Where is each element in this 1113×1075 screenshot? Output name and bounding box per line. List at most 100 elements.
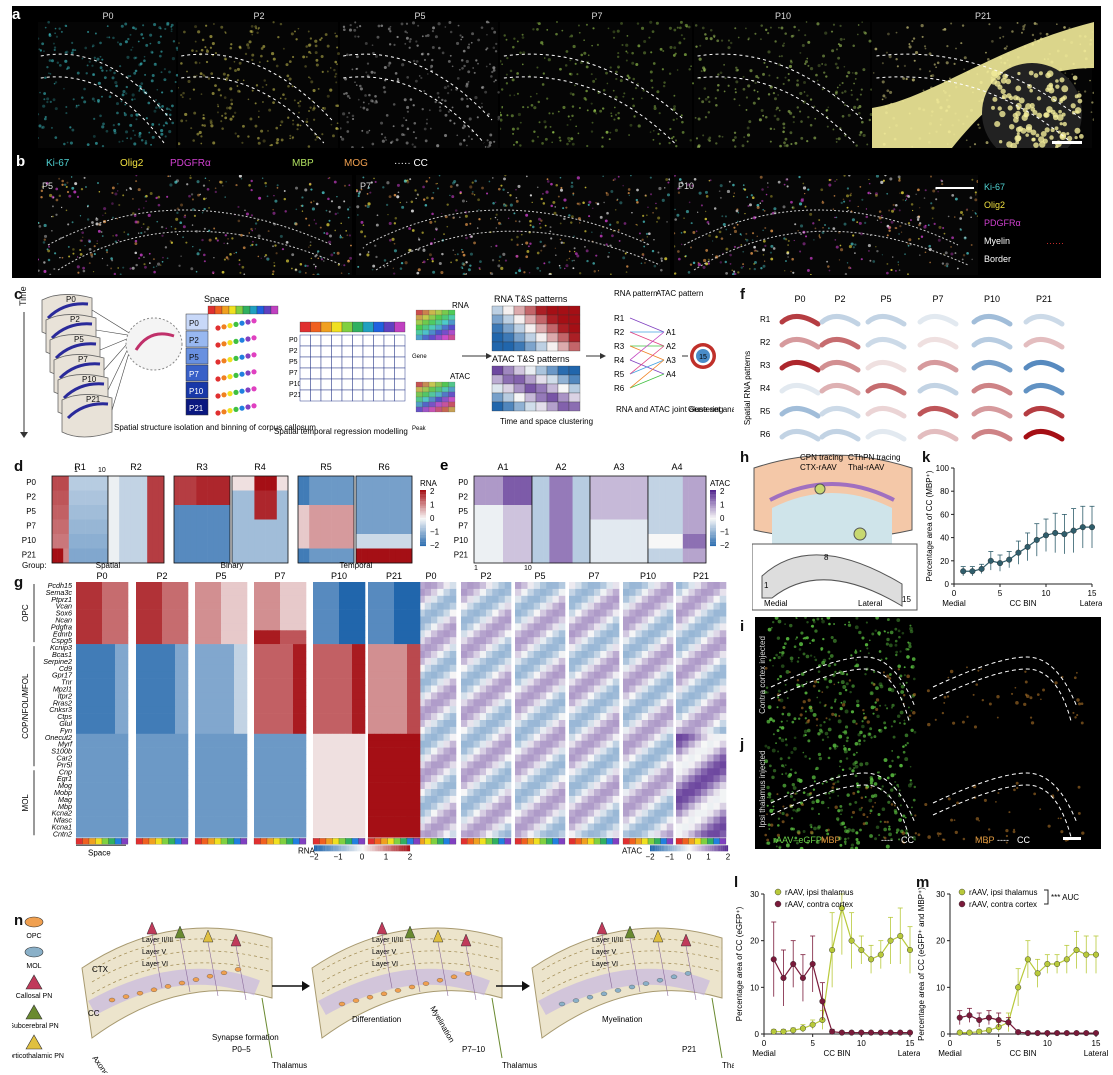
- panel-b-cell: [61, 179, 65, 183]
- panel-b-cell: [761, 188, 764, 191]
- panel-b-cell: [505, 204, 508, 207]
- panel-b-cell: [336, 251, 340, 255]
- panel-d-colorbar-step: [420, 522, 426, 524]
- panel-d-cell: [309, 505, 316, 520]
- panel-a-cell: [998, 26, 1002, 29]
- panel-b-cell: [98, 190, 101, 193]
- panel-a-cell: [426, 118, 428, 121]
- panel-e-colorbar-step: [710, 536, 716, 538]
- panel-g-atac-cell: [431, 671, 438, 679]
- panel-g-atac-cell: [449, 747, 457, 755]
- panel-b-cell: [295, 186, 299, 190]
- panel-d-cell: [124, 476, 131, 491]
- panel-b-cell: [201, 238, 204, 242]
- panel-b-cell: [467, 268, 471, 272]
- panel-a-cell: [825, 108, 829, 112]
- panel-g-atac-cell: [431, 651, 438, 659]
- panel-g-rna-cell: [76, 582, 83, 590]
- panel-e-colorbar-step: [710, 508, 716, 510]
- spatial-pattern-shape: [819, 406, 861, 419]
- panel-d-cell: [102, 519, 109, 535]
- panel-d-cell: [342, 548, 349, 564]
- panel-d-cell: [378, 476, 385, 491]
- panel-a-stage-label: P2: [253, 11, 264, 21]
- panel-b-cell: [156, 220, 159, 223]
- panel-a-cell: [406, 76, 410, 79]
- panel-d-cell: [232, 548, 238, 564]
- panel-d-cell: [224, 490, 231, 506]
- rna-ts-cell: [513, 332, 526, 343]
- panel-g-atac-cell: [424, 637, 432, 645]
- panel-a-cell: [736, 68, 739, 72]
- panel-b-cell: [421, 231, 424, 234]
- panel-g-atac-cell: [437, 630, 444, 638]
- panel-d-cell: [141, 519, 148, 535]
- panel-g-atac-cell: [498, 616, 506, 624]
- panel-e-cell: [682, 534, 689, 549]
- panel-d-group-temporal: Temporal: [340, 561, 373, 570]
- panel-a-cell: [44, 115, 47, 119]
- panel-d-cell: [348, 505, 355, 520]
- panel-a-cell: [408, 46, 411, 49]
- panel-g-atac-cell: [461, 623, 468, 631]
- panel-b-cell: [202, 184, 206, 187]
- panel-g-atac-cell: [449, 595, 457, 603]
- panel-b-cell: [941, 262, 945, 265]
- panel-a-cell: [195, 49, 198, 53]
- panel-e-cell: [630, 534, 637, 549]
- panel-a-cell: [158, 106, 162, 109]
- panel-b-cell: [90, 253, 94, 257]
- panel-d-cell: [384, 490, 390, 506]
- panel-a-cell: [721, 135, 724, 138]
- panel-g-atac-cell: [443, 713, 451, 721]
- panel-b-cell: [317, 252, 319, 254]
- panel-a-cell: [156, 88, 159, 91]
- panel-g-atac-cell: [424, 595, 432, 603]
- grid-cell: [362, 334, 374, 347]
- panel-e-cell: [584, 534, 591, 549]
- panel-g-rna-cell: [115, 720, 122, 728]
- panel-a-cell: [280, 120, 284, 124]
- panel-a-cell: [326, 94, 330, 98]
- panel-a-cell: [404, 42, 407, 45]
- panel-b-cell: [622, 256, 626, 260]
- panel-a-cell: [131, 46, 134, 49]
- grid-cell: [320, 334, 332, 347]
- panel-a-cell: [415, 60, 419, 63]
- panel-b-cell: [437, 187, 439, 190]
- panel-b-cell: [348, 234, 352, 237]
- spatial-pattern-shape: [865, 337, 907, 350]
- atac-cube-cell: [428, 396, 436, 403]
- panel-d-cell: [337, 490, 344, 506]
- panel-d-cell: [130, 534, 137, 549]
- panel-a-p21-bundle: [1074, 107, 1082, 114]
- panel-b-cell: [805, 235, 808, 238]
- panel-b-cell: [792, 271, 795, 274]
- panel-a-cell: [767, 32, 770, 35]
- panel-b-cell: [446, 225, 449, 228]
- panel-b-cell: [167, 175, 170, 178]
- panel-d-cell: [406, 490, 413, 506]
- panel-a-cell: [466, 144, 468, 147]
- panel-g-rna-cell: [181, 588, 189, 597]
- panel-e-cell: [636, 505, 643, 520]
- panel-b-cell: [382, 186, 385, 189]
- panel-b-cell: [330, 253, 334, 257]
- panel-b-cell: [498, 255, 502, 259]
- grid-cell: [299, 345, 311, 358]
- panel-b-cell: [753, 245, 756, 249]
- panel-a-cell: [221, 114, 224, 117]
- panel-a-cell: [673, 28, 677, 32]
- panel-b-cell: [791, 206, 794, 209]
- panel-b-cell: [238, 259, 241, 262]
- panel-a-cell: [605, 71, 608, 75]
- grid-stage-label: P21: [289, 392, 302, 399]
- panel-f-col-label: P2: [834, 294, 845, 304]
- spatial-pattern-shape: [917, 360, 959, 373]
- panel-b-cell: [554, 206, 557, 208]
- panel-b-cell: [544, 224, 547, 227]
- panel-a-cell: [99, 55, 102, 58]
- panel-a-cell: [74, 49, 77, 52]
- panel-b-cell: [191, 198, 194, 201]
- panel-a-cell: [359, 87, 363, 91]
